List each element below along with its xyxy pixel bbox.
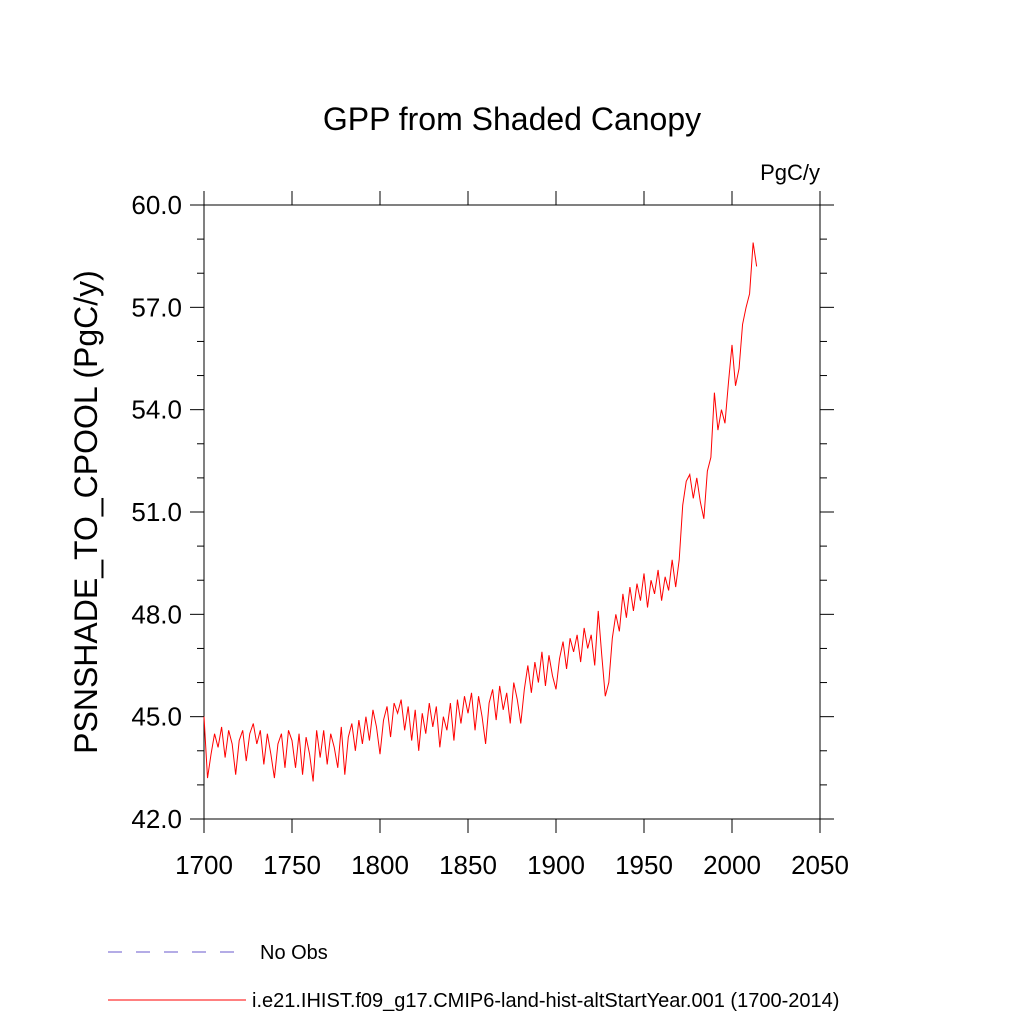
y-tick-label: 51.0	[131, 497, 182, 527]
y-tick-label: 54.0	[131, 395, 182, 425]
x-tick-label: 2050	[791, 850, 849, 880]
x-tick-label: 1900	[527, 850, 585, 880]
y-tick-label: 45.0	[131, 702, 182, 732]
series-line	[203, 242, 758, 782]
y-axis-label: PSNSHADE_TO_CPOOL (PgC/y)	[68, 270, 104, 754]
x-tick-label: 1750	[263, 850, 321, 880]
x-tick-label: 1800	[351, 850, 409, 880]
obs-legend-label: No Obs	[260, 942, 328, 964]
x-tick-label: 2000	[703, 850, 761, 880]
legend-label: i.e21.IHIST.f09_g17.CMIP6-land-hist-altS…	[252, 990, 839, 1012]
plot-frame	[203, 204, 821, 820]
x-tick-label: 1850	[439, 850, 497, 880]
units-label: PgC/y	[760, 160, 820, 185]
chart-title: GPP from Shaded Canopy	[323, 101, 701, 137]
x-tick-label: 1950	[615, 850, 673, 880]
y-tick-label: 48.0	[131, 599, 182, 629]
y-tick-label: 60.0	[131, 190, 182, 220]
y-tick-label: 42.0	[131, 804, 182, 834]
x-tick-label: 1700	[175, 850, 233, 880]
y-tick-label: 57.0	[131, 292, 182, 322]
